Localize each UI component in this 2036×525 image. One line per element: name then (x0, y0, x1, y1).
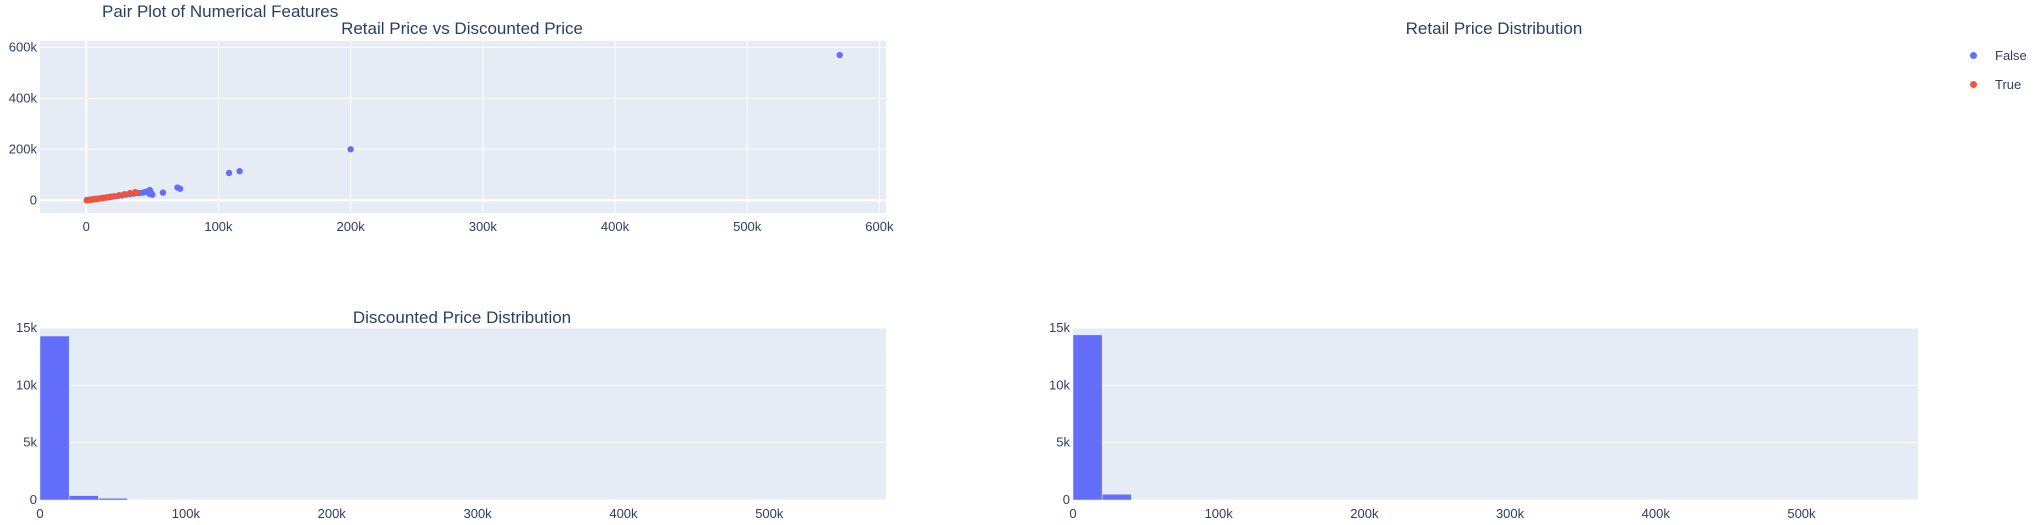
scatter-point (159, 189, 167, 196)
y-tick-label: 5k (1056, 435, 1070, 450)
y-tick-label: 15k (16, 320, 37, 335)
y-tick-label: 10k (16, 377, 37, 392)
x-tick-label: 400k (609, 506, 638, 521)
legend-label: True (1995, 77, 2022, 92)
x-tick-label: 300k (1496, 506, 1525, 521)
x-tick-label: 400k (1642, 506, 1671, 521)
plot-background (40, 41, 886, 213)
x-tick-label: 600k (865, 219, 894, 234)
legend-item-false[interactable]: False (1965, 44, 2027, 73)
scatter-point (347, 146, 354, 153)
scatter-point (176, 185, 184, 192)
scatter-title: Retail Price vs Discounted Price (341, 19, 583, 38)
y-tick-label: 0 (30, 192, 37, 207)
y-tick-label: 0 (30, 492, 37, 507)
scatter-point (110, 193, 118, 200)
x-tick-label: 200k (318, 506, 347, 521)
figure-title: Pair Plot of Numerical Features (102, 2, 339, 21)
plot-background (1073, 328, 1918, 500)
x-tick-label: 500k (755, 506, 784, 521)
x-tick-label: 300k (469, 219, 498, 234)
histogram-bar (1072, 334, 1103, 501)
x-tick-label: 0 (36, 506, 43, 521)
scatter-point (133, 189, 140, 197)
y-tick-label: 10k (1049, 377, 1070, 392)
plot-background (40, 328, 886, 500)
x-tick-label: 500k (1787, 506, 1816, 521)
histogram-bar (1101, 494, 1132, 501)
legend-label: False (1995, 48, 2027, 63)
x-tick-label: 200k (1350, 506, 1379, 521)
legend: False True (1965, 44, 2027, 102)
scatter-point (225, 169, 233, 177)
y-tick-label: 200k (9, 141, 38, 156)
retail-hist-title: Retail Price Distribution (1405, 19, 1583, 38)
scatter-point (116, 191, 123, 199)
x-tick-label: 0 (1069, 506, 1076, 521)
y-tick-label: 5k (23, 435, 37, 450)
y-tick-label: 400k (9, 90, 38, 105)
histogram-bar (39, 335, 70, 501)
x-tick-label: 100k (1205, 506, 1234, 521)
y-tick-label: 15k (1049, 320, 1070, 335)
scatter-point (836, 51, 843, 59)
x-tick-label: 300k (463, 506, 492, 521)
y-tick-label: 600k (9, 39, 38, 54)
histogram-bar (98, 498, 128, 501)
x-tick-label: 200k (337, 219, 366, 234)
scatter-point (121, 190, 128, 198)
scatter-point (126, 189, 134, 197)
scatter-point (149, 191, 156, 198)
y-tick-label: 0 (1063, 492, 1070, 507)
histogram-bar (68, 495, 99, 501)
scatter-point (236, 168, 243, 175)
legend-marker-false (1970, 52, 1977, 59)
x-tick-label: 100k (204, 219, 233, 234)
x-tick-label: 0 (83, 219, 90, 234)
discounted-hist-title: Discounted Price Distribution (352, 308, 572, 327)
x-tick-label: 500k (733, 219, 762, 234)
legend-marker-true (1970, 81, 1977, 88)
legend-item-true[interactable]: True (1965, 73, 2027, 102)
x-tick-label: 100k (172, 506, 201, 521)
x-tick-label: 400k (601, 219, 630, 234)
